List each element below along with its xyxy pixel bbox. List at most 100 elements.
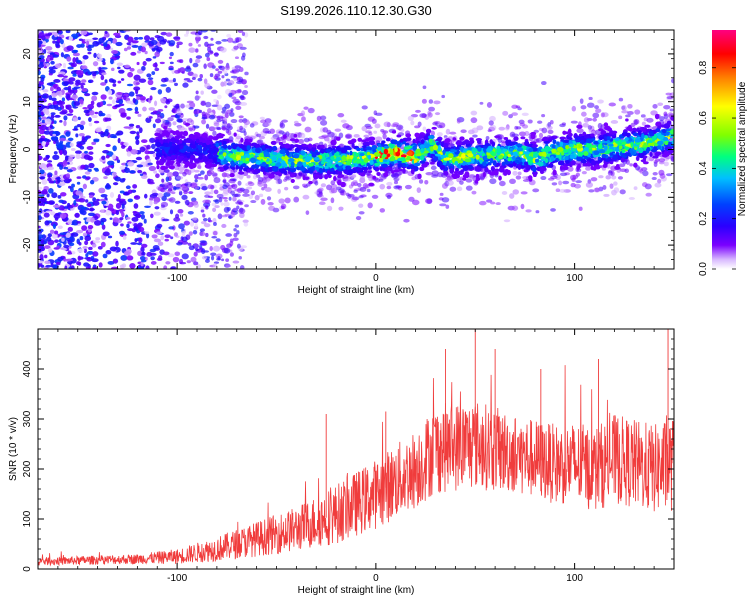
heatmap-signal-cell — [303, 169, 310, 174]
heatmap-halo-cell — [415, 109, 421, 113]
heatmap-halo-cell — [164, 121, 170, 126]
heatmap-halo-cell — [652, 104, 658, 109]
heatmap-noise-cell — [236, 76, 241, 81]
heatmap-noise-cell — [129, 262, 136, 269]
heatmap-noise-cell — [231, 183, 238, 190]
heatmap-halo-cell — [558, 180, 563, 186]
heatmap-noise-cell — [160, 77, 167, 83]
heatmap-noise-cell — [105, 168, 111, 174]
heatmap-halo-cell — [264, 187, 272, 192]
heatmap-halo-cell — [547, 129, 554, 134]
heatmap-noise-cell — [47, 32, 53, 36]
heatmap-noise-cell — [111, 154, 117, 160]
heatmap-noise-cell — [133, 86, 141, 91]
heatmap-halo-cell — [416, 187, 422, 193]
heatmap-halo-cell — [284, 176, 292, 181]
heatmap-noise-cell — [223, 201, 230, 207]
heatmap-noise-cell — [52, 40, 56, 44]
heatmap-noise-cell — [76, 261, 81, 266]
heatmap-halo-cell — [520, 191, 528, 195]
heatmap-noise-cell — [127, 161, 135, 167]
heatmap-noise-cell — [116, 159, 121, 164]
heatmap-noise-cell — [88, 246, 93, 251]
heatmap-halo-cell — [358, 211, 365, 215]
heatmap-noise-cell — [224, 213, 230, 217]
heatmap-signal-cell — [462, 177, 467, 181]
heatmap-noise-cell — [59, 111, 67, 115]
heatmap-noise-cell — [107, 235, 113, 239]
heatmap-noise-cell — [69, 89, 75, 94]
heatmap-halo-cell — [393, 180, 399, 185]
heatmap-halo-cell — [163, 169, 170, 173]
heatmap-noise-cell — [234, 224, 240, 228]
heatmap-noise-cell — [112, 83, 117, 87]
heatmap-signal-cell — [654, 151, 660, 157]
heatmap-noise-cell — [146, 73, 152, 78]
heatmap-noise-cell — [137, 113, 142, 117]
heatmap-signal-cell — [349, 150, 353, 156]
heatmap-halo-cell — [646, 117, 654, 123]
heatmap-noise-cell — [126, 223, 130, 229]
heatmap-halo-cell — [550, 208, 556, 212]
heatmap-noise-cell — [48, 69, 56, 74]
heatmap-noise-cell — [183, 220, 190, 226]
heatmap-signal-cell — [318, 175, 323, 180]
heatmap-noise-cell — [177, 68, 181, 74]
heatmap-halo-cell — [495, 202, 501, 206]
heatmap-signal-cell — [520, 136, 526, 140]
heatmap-noise-cell — [208, 219, 213, 223]
heatmap-signal-cell — [552, 139, 557, 145]
heatmap-halo-cell — [508, 114, 513, 119]
heatmap-noise-cell — [238, 67, 244, 73]
heatmap-noise-cell — [88, 79, 92, 83]
heatmap-noise-cell — [152, 62, 158, 68]
heatmap-signal-cell — [335, 136, 341, 141]
heatmap-halo-cell — [674, 121, 680, 126]
heatmap-noise-cell — [147, 79, 154, 86]
heatmap-halo-cell — [258, 135, 266, 140]
heatmap-signal-cell — [208, 147, 213, 152]
heatmap-noise-cell — [122, 235, 127, 240]
heatmap-halo-cell — [488, 120, 494, 126]
heatmap-noise-cell — [244, 204, 249, 208]
heatmap-noise-cell — [224, 103, 231, 109]
heatmap-noise-cell — [153, 211, 161, 216]
heatmap-noise-cell — [88, 162, 95, 169]
heatmap-noise-cell — [160, 235, 165, 241]
heatmap-halo-cell — [201, 119, 207, 125]
heatmap-noise-cell — [66, 113, 74, 116]
heatmap-noise-cell — [211, 235, 218, 239]
heatmap-noise-cell — [105, 155, 110, 159]
heatmap-noise-cell — [150, 87, 157, 91]
heatmap-halo-cell — [194, 186, 200, 190]
heatmap-noise-cell — [220, 202, 224, 206]
heatmap-noise-cell — [187, 242, 192, 246]
heatmap-noise-cell — [195, 58, 201, 64]
heatmap-noise-cell — [38, 262, 41, 269]
heatmap-noise-cell — [168, 226, 175, 230]
heatmap-halo-cell — [242, 193, 250, 197]
heatmap-noise-cell — [203, 63, 207, 69]
heatmap-noise-cell — [188, 42, 193, 47]
heatmap-noise-cell — [48, 188, 54, 194]
heatmap-halo-cell — [588, 96, 593, 101]
heatmap-halo-cell — [366, 188, 371, 193]
heatmap-halo-cell — [670, 156, 674, 162]
heatmap-noise-cell — [46, 82, 54, 86]
heatmap-halo-cell — [541, 127, 548, 134]
heatmap-halo-cell — [666, 95, 674, 100]
heatmap-halo-cell — [570, 182, 576, 188]
heatmap-signal-cell — [361, 166, 368, 170]
heatmap-noise-cell — [93, 52, 97, 59]
heatmap-noise-cell — [228, 80, 235, 85]
heatmap-halo-cell — [479, 200, 487, 206]
heatmap-halo-cell — [509, 178, 516, 185]
heatmap-noise-cell — [174, 200, 181, 204]
heatmap-noise-cell — [119, 264, 125, 269]
heatmap-noise-cell — [53, 151, 58, 155]
heatmap-halo-cell — [175, 175, 184, 180]
heatmap-noise-cell — [187, 71, 194, 76]
heatmap-signal-cell — [498, 167, 505, 173]
heatmap-noise-cell — [68, 81, 74, 85]
heatmap-noise-cell — [66, 169, 73, 173]
